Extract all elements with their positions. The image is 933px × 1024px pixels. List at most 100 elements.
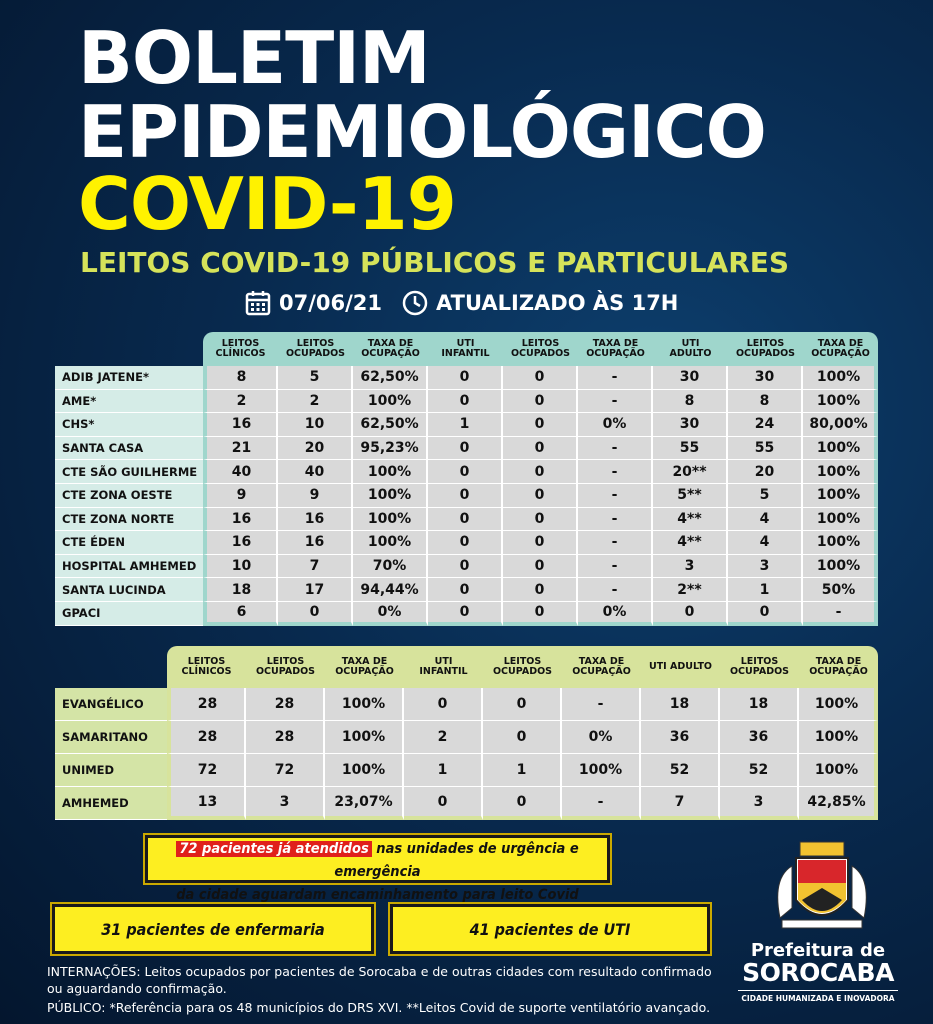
footnote: PÚBLICO: *Referência para os 48 municípi…: [47, 1000, 711, 1015]
cell: 0: [503, 483, 578, 508]
cell: 70%: [353, 554, 428, 579]
cell: -: [562, 688, 641, 721]
cell: 100%: [353, 389, 428, 414]
cell: 20: [278, 436, 353, 461]
notice-box: 72 pacientes já atendidos nas unidades d…: [143, 833, 612, 903]
cell: 2: [203, 389, 278, 414]
cell: 0: [483, 688, 562, 721]
cell: 62,50%: [353, 366, 428, 390]
date-line: 07/06/21 ATUALIZADO ÀS 17H: [245, 290, 678, 316]
cell: 4**: [653, 507, 728, 532]
cell: 100%: [799, 754, 878, 787]
coat-of-arms: [777, 841, 867, 929]
cell: 94,44%: [353, 578, 428, 602]
cell: 2: [278, 389, 353, 414]
public-table: LEITOS CLÍNICOS LEITOS OCUPADOS TAXA DE OC…: [55, 332, 878, 626]
cell: 0: [428, 578, 503, 602]
cell: 100%: [353, 460, 428, 484]
cell: 0: [483, 721, 562, 754]
cell: 20: [728, 460, 803, 484]
cell: 100%: [803, 554, 878, 579]
cell: 55: [728, 436, 803, 461]
cell: 0: [503, 578, 578, 602]
cell: 0%: [562, 721, 641, 754]
column-header: TAXA DE OCUPAÇÃO: [803, 332, 878, 366]
title: EPIDEMIOLÓGICO: [78, 90, 767, 174]
cell: 100%: [325, 688, 404, 721]
row-label: CTE ZONA NORTE: [55, 507, 203, 532]
cell: 0: [404, 787, 483, 820]
cell: 1: [483, 754, 562, 787]
cell: 0%: [578, 413, 653, 437]
updated: ATUALIZADO ÀS 17H: [436, 291, 679, 315]
cell: 72: [246, 754, 325, 787]
cell: 36: [641, 721, 720, 754]
cell: 0: [483, 787, 562, 820]
column-header: TAXA DE OCUPAÇÃO: [353, 332, 428, 366]
corner: [55, 646, 167, 688]
enfermaria-box: 31 pacientes de enfermaria: [50, 902, 376, 956]
cell: 80,00%: [803, 413, 878, 437]
column-header: UTI INFANTIL: [404, 646, 483, 688]
box-text: 41 pacientes de UTI: [469, 919, 631, 939]
logo-rule: [738, 990, 898, 991]
cell: -: [578, 578, 653, 602]
column-header: TAXA DE OCUPAÇÃO: [325, 646, 404, 688]
column-header: LEITOS OCUPADOS: [246, 646, 325, 688]
cell: 100%: [803, 483, 878, 508]
row-label: SANTA CASA: [55, 436, 203, 461]
row-label: HOSPITAL AMHEMED: [55, 554, 203, 579]
cell: 0: [404, 688, 483, 721]
column-header: LEITOS OCUPADOS: [278, 332, 353, 366]
cell: 5**: [653, 483, 728, 508]
cell: 100%: [803, 389, 878, 414]
column-header: LEITOS CLÍNICOS: [167, 646, 246, 688]
cell: -: [578, 554, 653, 579]
cell: -: [562, 787, 641, 820]
cell: 5: [728, 483, 803, 508]
cell: 50%: [803, 578, 878, 602]
row-label: AME*: [55, 389, 203, 414]
cell: 3: [728, 554, 803, 579]
subtitle: LEITOS COVID-19 PÚBLICOS E PARTICULARES: [80, 246, 790, 279]
cell: 28: [167, 688, 246, 721]
cell: 0: [428, 389, 503, 414]
cell: 100%: [353, 483, 428, 508]
cell: 0: [428, 483, 503, 508]
cell: 0: [653, 601, 728, 626]
cell: 100%: [353, 531, 428, 555]
row-label: EVANGÉLICO: [55, 688, 167, 721]
cell: 0: [503, 531, 578, 555]
cell: 52: [720, 754, 799, 787]
cell: -: [578, 507, 653, 532]
corner: [55, 332, 203, 366]
cell: 8: [653, 389, 728, 414]
cell: 10: [203, 554, 278, 579]
cell: 1: [404, 754, 483, 787]
footnote: INTERNAÇÕES: Leitos ocupados por pacient…: [47, 964, 712, 979]
cell: 3: [246, 787, 325, 820]
cell: 16: [278, 531, 353, 555]
row-label: SANTA LUCINDA: [55, 578, 203, 602]
cell: -: [578, 531, 653, 555]
cell: 17: [278, 578, 353, 602]
cell: 23,07%: [325, 787, 404, 820]
cell: 0: [728, 601, 803, 626]
cell: 100%: [799, 688, 878, 721]
row-label: CTE ZONA OESTE: [55, 483, 203, 508]
cell: 55: [653, 436, 728, 461]
cell: 8: [203, 366, 278, 390]
cell: 4: [728, 507, 803, 532]
cell: -: [578, 483, 653, 508]
cell: 9: [203, 483, 278, 508]
cell: 1: [428, 413, 503, 437]
cell: 28: [246, 721, 325, 754]
cell: 100%: [803, 531, 878, 555]
cell: 100%: [803, 507, 878, 532]
cell: 16: [278, 507, 353, 532]
cell: 0: [278, 601, 353, 626]
cell: 1: [728, 578, 803, 602]
title: COVID-19: [78, 162, 457, 246]
cell: 7: [641, 787, 720, 820]
date: 07/06/21: [279, 291, 383, 315]
